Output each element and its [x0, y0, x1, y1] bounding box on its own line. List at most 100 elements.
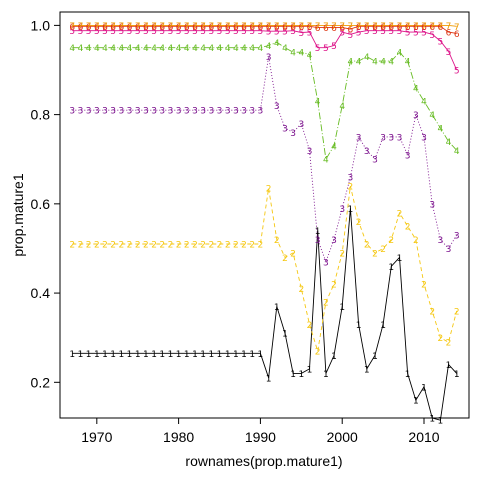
series-5-point-label: 5 — [405, 29, 411, 39]
series-3-point-label: 3 — [454, 232, 460, 242]
series-6-point-label: 6 — [102, 23, 108, 33]
series-6-point-label: 6 — [438, 23, 444, 33]
series-4-point-label: 4 — [364, 53, 370, 63]
series-6-point-label: 6 — [388, 23, 394, 33]
series-6-point-label: 6 — [380, 23, 386, 33]
series-line-3 — [72, 56, 458, 264]
series-1-point-label: 1 — [372, 352, 378, 362]
series-1-point-label: 1 — [258, 350, 264, 360]
series-3-point-label: 3 — [168, 107, 174, 117]
series-7-point-label: 7 — [446, 22, 452, 32]
series-7-point-label: 7 — [118, 22, 124, 32]
series-4-point-label: 4 — [298, 49, 304, 59]
series-7-point-label: 7 — [94, 22, 100, 32]
series-4-point-label: 4 — [249, 44, 255, 54]
series-2-point-label: 2 — [339, 249, 345, 259]
series-7-point-label: 7 — [356, 22, 362, 32]
series-7-point-label: 7 — [192, 22, 198, 32]
series-5-point-label: 5 — [233, 27, 239, 37]
series-6-point-label: 6 — [331, 24, 337, 34]
series-4-point-label: 4 — [397, 49, 403, 59]
series-2-point-label: 2 — [168, 241, 174, 251]
series-4-point-label: 4 — [348, 58, 354, 68]
series-2-point-label: 2 — [94, 241, 100, 251]
series-7-point-label: 7 — [372, 22, 378, 32]
y-tick-label: 0.4 — [31, 285, 51, 301]
series-6-point-label: 6 — [176, 23, 182, 33]
series-4-point-label: 4 — [151, 44, 157, 54]
series-7-point-label: 7 — [143, 22, 149, 32]
series-7-point-label: 7 — [69, 22, 75, 32]
series-3-point-label: 3 — [323, 258, 329, 268]
series-2-point-label: 2 — [225, 241, 231, 251]
series-6-point-label: 6 — [282, 23, 288, 33]
series-5-point-label: 5 — [69, 27, 75, 37]
series-5-point-label: 5 — [159, 27, 165, 37]
series-7-point-label: 7 — [110, 22, 116, 32]
series-2-point-label: 2 — [159, 241, 165, 251]
series-4-point-label: 4 — [94, 44, 100, 54]
series-2-point-label: 2 — [102, 241, 108, 251]
series-7-point-label: 7 — [298, 22, 304, 32]
series-3-point-label: 3 — [421, 133, 427, 143]
series-4-point-label: 4 — [200, 44, 206, 54]
series-5-point-label: 5 — [94, 27, 100, 37]
x-tick-label: 1990 — [245, 429, 276, 445]
series-3-point-label: 3 — [184, 107, 190, 117]
series-1-point-label: 1 — [208, 350, 214, 360]
series-4-point-label: 4 — [380, 58, 386, 68]
series-1-point-label: 1 — [438, 417, 444, 427]
series-3-point-label: 3 — [413, 111, 419, 121]
series-6-point-label: 6 — [307, 23, 313, 33]
series-6-point-label: 6 — [94, 23, 100, 33]
series-4-point-label: 4 — [78, 44, 84, 54]
series-5-point-label: 5 — [454, 67, 460, 77]
series-3-point-label: 3 — [331, 236, 337, 246]
series-7-point-label: 7 — [274, 22, 280, 32]
series-6-point-label: 6 — [315, 24, 321, 34]
series-2-point-label: 2 — [429, 307, 435, 317]
series-4-point-label: 4 — [446, 138, 452, 148]
series-6-point-label: 6 — [339, 24, 345, 34]
series-2-point-label: 2 — [315, 348, 321, 358]
series-3-point-label: 3 — [249, 107, 255, 117]
series-1-point-label: 1 — [421, 383, 427, 393]
series-2-point-label: 2 — [405, 223, 411, 233]
series-5-point-label: 5 — [151, 27, 157, 37]
series-line-7 — [72, 24, 457, 27]
series-5-point-label: 5 — [315, 44, 321, 54]
series-1-point-label: 1 — [446, 361, 452, 371]
series-7-point-label: 7 — [200, 22, 206, 32]
series-7-point-label: 7 — [438, 22, 444, 32]
series-2-point-label: 2 — [200, 241, 206, 251]
series-6-point-label: 6 — [168, 23, 174, 33]
series-4-point-label: 4 — [192, 44, 198, 54]
series-2-point-label: 2 — [356, 218, 362, 228]
series-3-point-label: 3 — [118, 107, 124, 117]
series-5-point-label: 5 — [298, 29, 304, 39]
series-1-point-label: 1 — [143, 350, 149, 360]
series-1-point-label: 1 — [102, 350, 108, 360]
series-4-point-label: 4 — [388, 58, 394, 68]
series-1-point-label: 1 — [118, 350, 124, 360]
series-6-point-label: 6 — [184, 23, 190, 33]
series-4-point-label: 4 — [266, 42, 272, 52]
series-3-point-label: 3 — [127, 107, 133, 117]
x-axis-title: rownames(prop.mature1) — [185, 453, 342, 469]
series-6-point-label: 6 — [290, 23, 296, 33]
series-3-point-label: 3 — [176, 107, 182, 117]
series-2-point-label: 2 — [348, 183, 354, 193]
y-tick-label: 1.0 — [31, 17, 51, 33]
series-3-point-label: 3 — [397, 133, 403, 143]
series-1-point-label: 1 — [176, 350, 182, 360]
series-7-point-label: 7 — [258, 22, 264, 32]
series-7-point-label: 7 — [159, 22, 165, 32]
series-3-point-label: 3 — [429, 200, 435, 210]
series-2-point-label: 2 — [258, 241, 264, 251]
series-1-point-label: 1 — [217, 350, 223, 360]
series-6-point-label: 6 — [151, 23, 157, 33]
series-4-point-label: 4 — [339, 102, 345, 112]
series-2-point-label: 2 — [388, 236, 394, 246]
series-4-point-label: 4 — [421, 98, 427, 108]
